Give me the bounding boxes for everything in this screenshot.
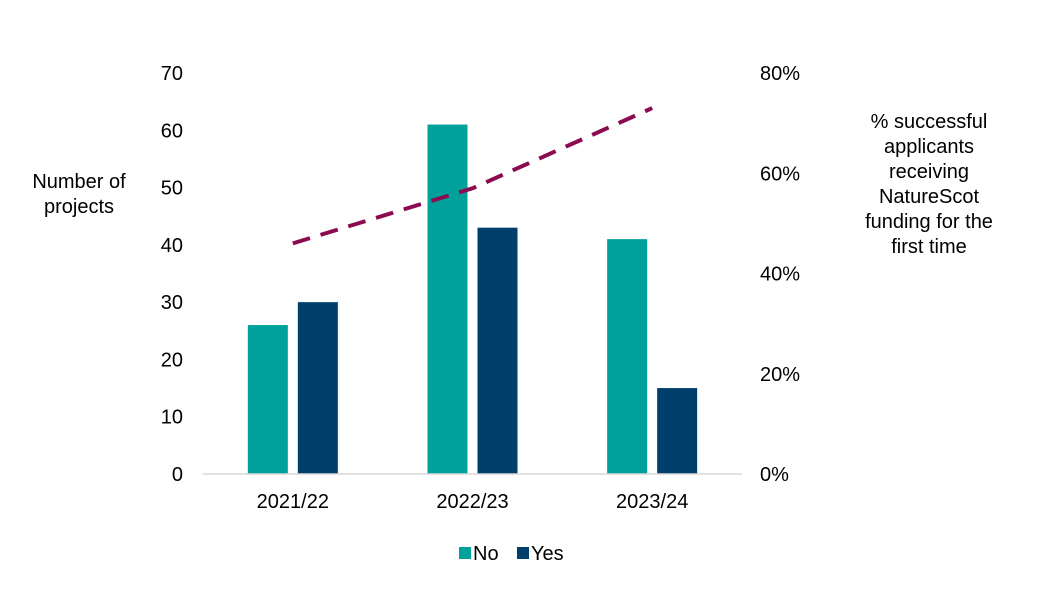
bar-no-2021-22 <box>247 325 288 474</box>
y-axis-labels: 0 10 20 30 40 50 60 70 <box>161 63 183 486</box>
secondary-y-axis-labels: 0% 20% 40% 60% 80% <box>760 63 800 486</box>
axis-title-line: receiving <box>889 161 969 183</box>
y-tick-label: 60 <box>161 120 183 142</box>
y-tick-label: 40 <box>161 235 183 257</box>
axis-title-line: applicants <box>884 136 974 158</box>
axis-title-line: projects <box>44 196 114 218</box>
axis-title-line: % successful <box>871 111 988 133</box>
y2-tick-label: 60% <box>760 163 800 185</box>
axis-title-line: Number of <box>32 171 126 193</box>
bars <box>247 124 698 475</box>
x-tick-label: 2021/22 <box>257 491 329 513</box>
x-tick-label: 2022/23 <box>436 491 508 513</box>
y2-tick-label: 20% <box>760 364 800 386</box>
axis-title-line: first time <box>891 236 967 258</box>
bar-yes-2023-24 <box>657 388 698 474</box>
y-tick-label: 20 <box>161 349 183 371</box>
legend-swatch-yes <box>517 547 529 559</box>
legend-label-no: No <box>473 543 499 565</box>
bar-yes-2021-22 <box>297 302 338 474</box>
bar-no-2023-24 <box>607 239 648 474</box>
y-tick-label: 70 <box>161 63 183 85</box>
y2-tick-label: 40% <box>760 264 800 286</box>
y-tick-label: 30 <box>161 292 183 314</box>
axis-title-line: NatureScot <box>879 186 979 208</box>
legend: No Yes <box>459 543 564 565</box>
y2-tick-label: 80% <box>760 63 800 85</box>
x-axis-labels: 2021/22 2022/23 2023/24 <box>257 491 689 513</box>
y-tick-label: 10 <box>161 407 183 429</box>
y-tick-label: 0 <box>172 464 183 486</box>
bar-no-2022-23 <box>427 124 468 475</box>
y-axis-title: Number of projects <box>32 171 126 218</box>
axis-title-line: funding for the <box>865 211 993 233</box>
trend-line-first-time-funding <box>292 106 654 246</box>
secondary-y-axis-title: % successful applicants receiving NatureSco… <box>865 111 993 258</box>
y2-tick-label: 0% <box>760 464 789 486</box>
bar-yes-2022-23 <box>477 227 518 474</box>
y-tick-label: 50 <box>161 178 183 200</box>
x-tick-label: 2023/24 <box>616 491 688 513</box>
legend-label-yes: Yes <box>531 543 564 565</box>
legend-swatch-no <box>459 547 471 559</box>
